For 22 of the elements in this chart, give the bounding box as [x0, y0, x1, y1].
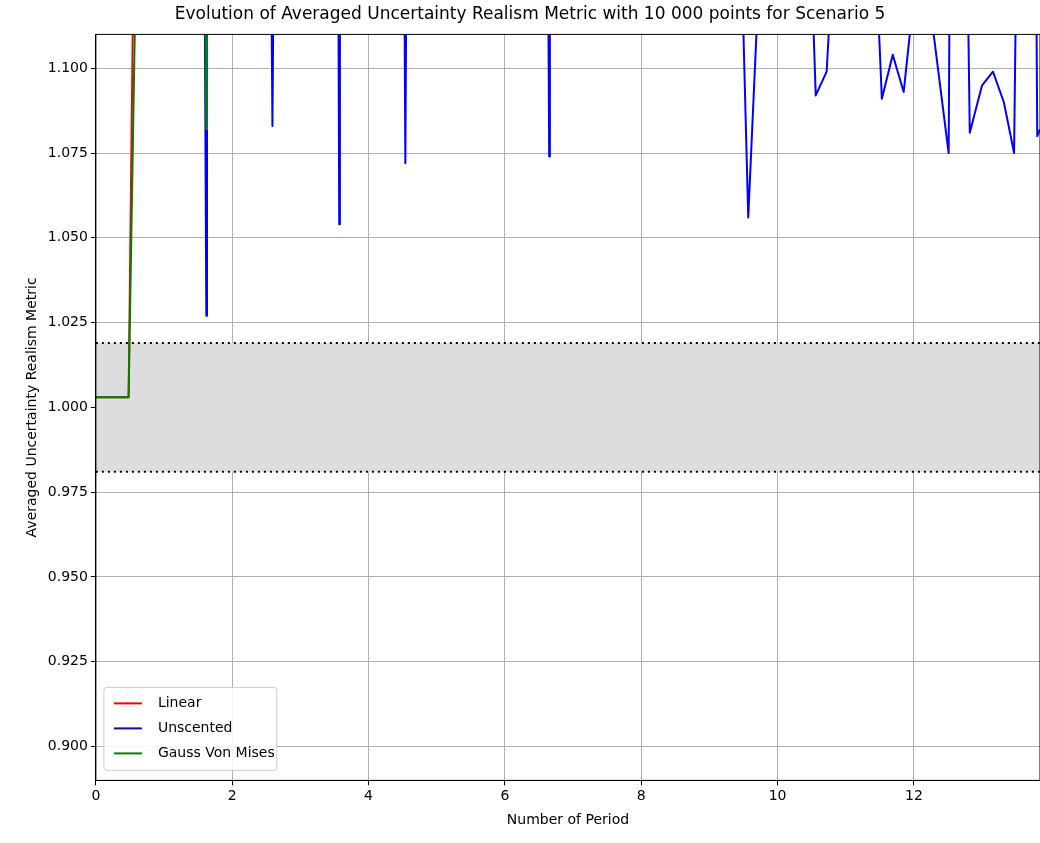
- x-tick-label: 6: [500, 787, 510, 804]
- x-tick-label: 2: [227, 787, 237, 804]
- y-tick-label: 1.075: [47, 143, 88, 160]
- y-tick-label: 1.025: [47, 313, 88, 330]
- y-tick-label: 1.050: [47, 228, 88, 245]
- y-tick-label: 0.900: [47, 737, 88, 754]
- x-tick-label: 4: [364, 787, 374, 804]
- x-tick-label: 12: [904, 787, 923, 804]
- y-tick-label: 0.950: [47, 567, 88, 584]
- legend-label: Linear: [157, 694, 202, 711]
- legend-label: Unscented: [157, 719, 233, 736]
- x-tick-label: 8: [636, 787, 646, 804]
- x-axis-title: Number of Period: [506, 811, 630, 828]
- y-tick-label: 0.925: [47, 652, 88, 669]
- chart-title: Evolution of Averaged Uncertainty Realism Metric with 10 000 points for Scenario 5: [174, 2, 886, 23]
- x-tick-label: 10: [768, 787, 787, 804]
- y-tick-label: 1.000: [47, 398, 88, 415]
- x-tick-label: 0: [91, 787, 101, 804]
- legend-label: Gauss Von Mises: [157, 744, 275, 761]
- y-axis-title: Averaged Uncertainty Realism Metric: [23, 277, 40, 538]
- y-tick-label: 0.975: [47, 482, 88, 499]
- y-tick-label: 1.100: [47, 58, 88, 75]
